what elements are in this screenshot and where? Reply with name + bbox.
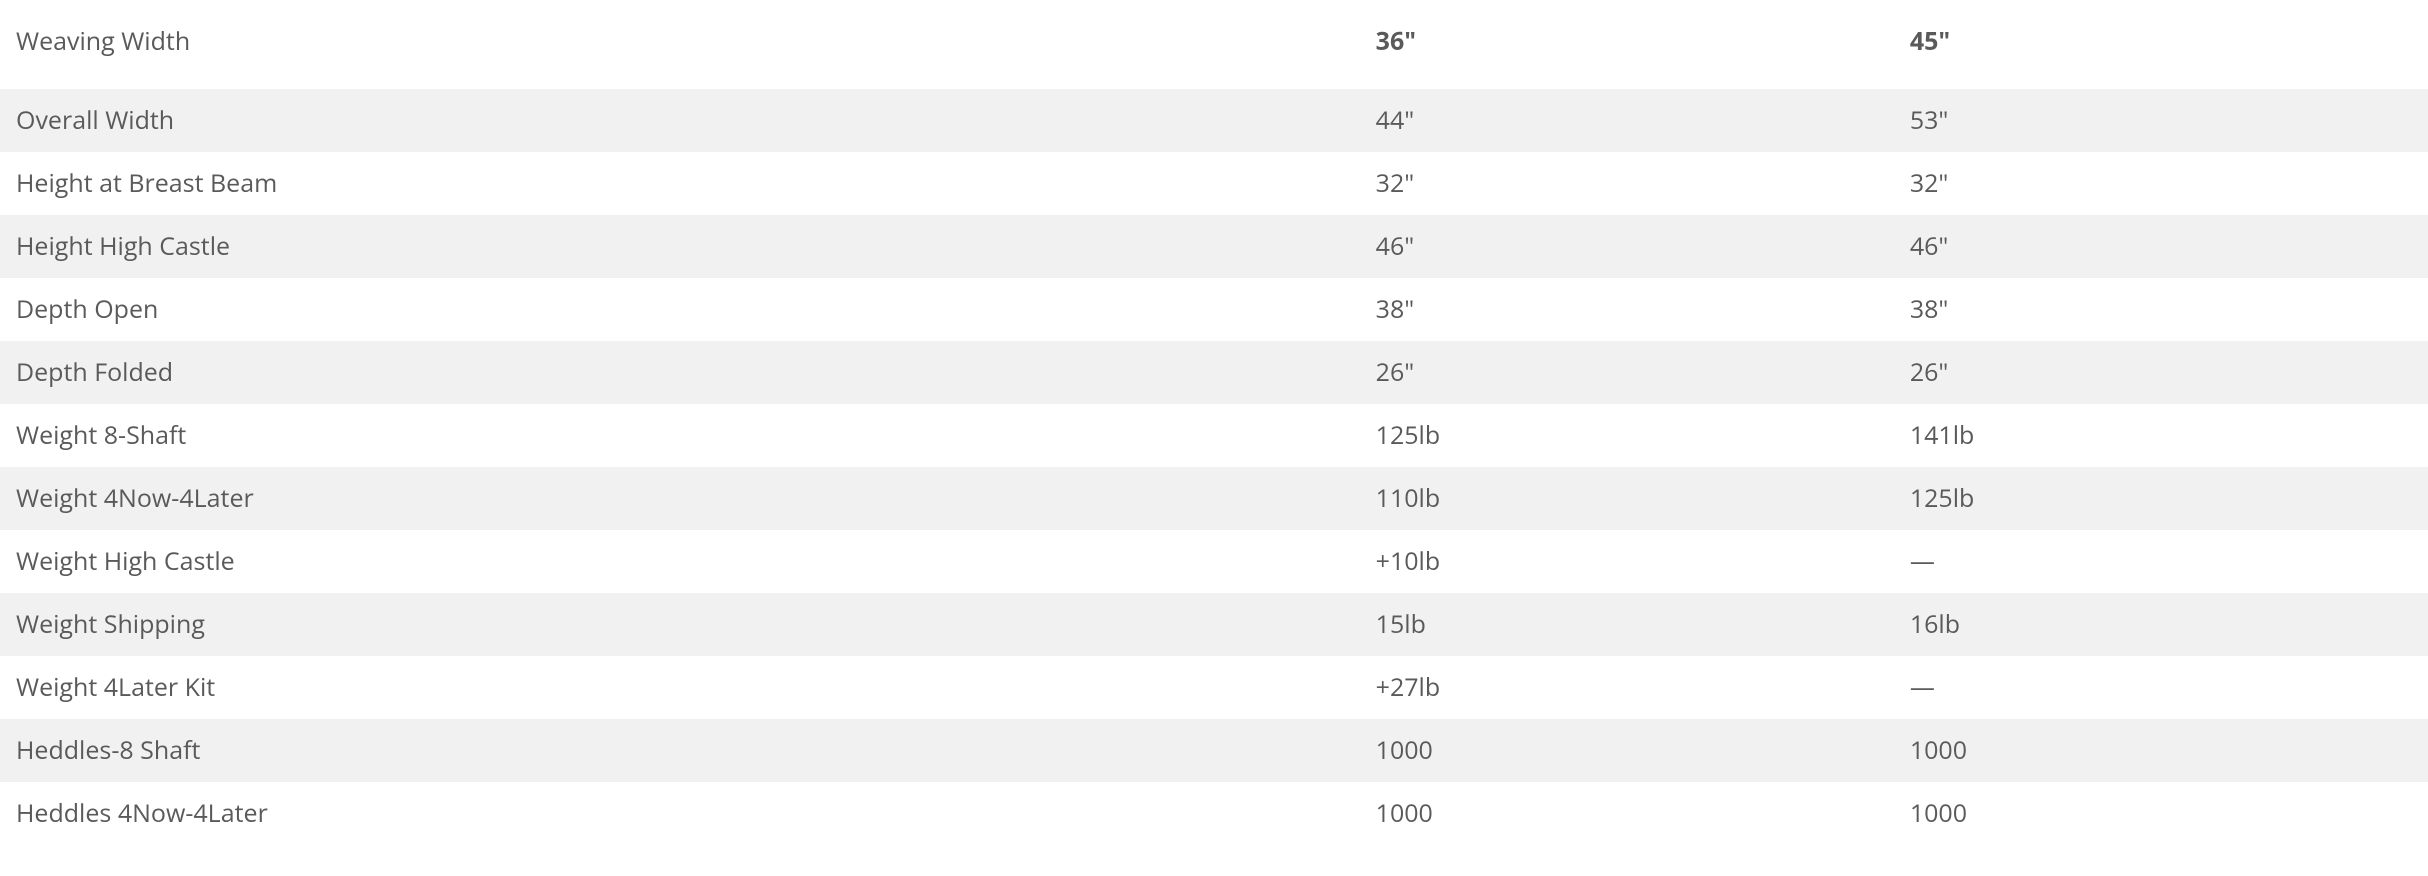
row-value: 1000 bbox=[1894, 782, 2428, 845]
row-value: 110lb bbox=[1360, 467, 1894, 530]
table-header-row: Weaving Width 36" 45" bbox=[0, 0, 2428, 89]
table-body: Overall Width44"53"Height at Breast Beam… bbox=[0, 89, 2428, 845]
row-value: +10lb bbox=[1360, 530, 1894, 593]
row-value: 53" bbox=[1894, 89, 2428, 152]
row-value: 15lb bbox=[1360, 593, 1894, 656]
row-value: 1000 bbox=[1360, 719, 1894, 782]
row-value: 141lb bbox=[1894, 404, 2428, 467]
row-value: 38" bbox=[1894, 278, 2428, 341]
row-value: 125lb bbox=[1894, 467, 2428, 530]
table-row: Height High Castle46"46" bbox=[0, 215, 2428, 278]
row-value: 32" bbox=[1894, 152, 2428, 215]
row-label: Overall Width bbox=[0, 89, 1360, 152]
table-row: Weight 4Now-4Later110lb125lb bbox=[0, 467, 2428, 530]
header-col-1: 45" bbox=[1894, 0, 2428, 89]
table-row: Heddles 4Now-4Later10001000 bbox=[0, 782, 2428, 845]
row-label: Weight 4Later Kit bbox=[0, 656, 1360, 719]
table-row: Heddles-8 Shaft10001000 bbox=[0, 719, 2428, 782]
row-label: Heddles-8 Shaft bbox=[0, 719, 1360, 782]
header-col-0: 36" bbox=[1360, 0, 1894, 89]
row-value: 38" bbox=[1360, 278, 1894, 341]
row-label: Depth Open bbox=[0, 278, 1360, 341]
row-label: Height at Breast Beam bbox=[0, 152, 1360, 215]
row-value: 46" bbox=[1894, 215, 2428, 278]
table-row: Height at Breast Beam32"32" bbox=[0, 152, 2428, 215]
table-row: Depth Folded26"26" bbox=[0, 341, 2428, 404]
specs-table: Weaving Width 36" 45" Overall Width44"53… bbox=[0, 0, 2428, 845]
row-value: 26" bbox=[1894, 341, 2428, 404]
row-value: 1000 bbox=[1360, 782, 1894, 845]
row-value: 1000 bbox=[1894, 719, 2428, 782]
row-value: — bbox=[1894, 656, 2428, 719]
row-label: Height High Castle bbox=[0, 215, 1360, 278]
table-row: Weight 4Later Kit+27lb— bbox=[0, 656, 2428, 719]
row-label: Heddles 4Now-4Later bbox=[0, 782, 1360, 845]
row-value: 26" bbox=[1360, 341, 1894, 404]
header-label: Weaving Width bbox=[0, 0, 1360, 89]
table-row: Depth Open38"38" bbox=[0, 278, 2428, 341]
table-row: Weight High Castle+10lb— bbox=[0, 530, 2428, 593]
table-row: Weight 8-Shaft125lb141lb bbox=[0, 404, 2428, 467]
row-value: 46" bbox=[1360, 215, 1894, 278]
row-value: 32" bbox=[1360, 152, 1894, 215]
row-value: 16lb bbox=[1894, 593, 2428, 656]
row-label: Depth Folded bbox=[0, 341, 1360, 404]
row-value: 44" bbox=[1360, 89, 1894, 152]
row-value: 125lb bbox=[1360, 404, 1894, 467]
row-value: — bbox=[1894, 530, 2428, 593]
specs-table-element: Weaving Width 36" 45" Overall Width44"53… bbox=[0, 0, 2428, 845]
table-row: Weight Shipping15lb16lb bbox=[0, 593, 2428, 656]
row-value: +27lb bbox=[1360, 656, 1894, 719]
row-label: Weight High Castle bbox=[0, 530, 1360, 593]
table-row: Overall Width44"53" bbox=[0, 89, 2428, 152]
row-label: Weight Shipping bbox=[0, 593, 1360, 656]
row-label: Weight 4Now-4Later bbox=[0, 467, 1360, 530]
row-label: Weight 8-Shaft bbox=[0, 404, 1360, 467]
